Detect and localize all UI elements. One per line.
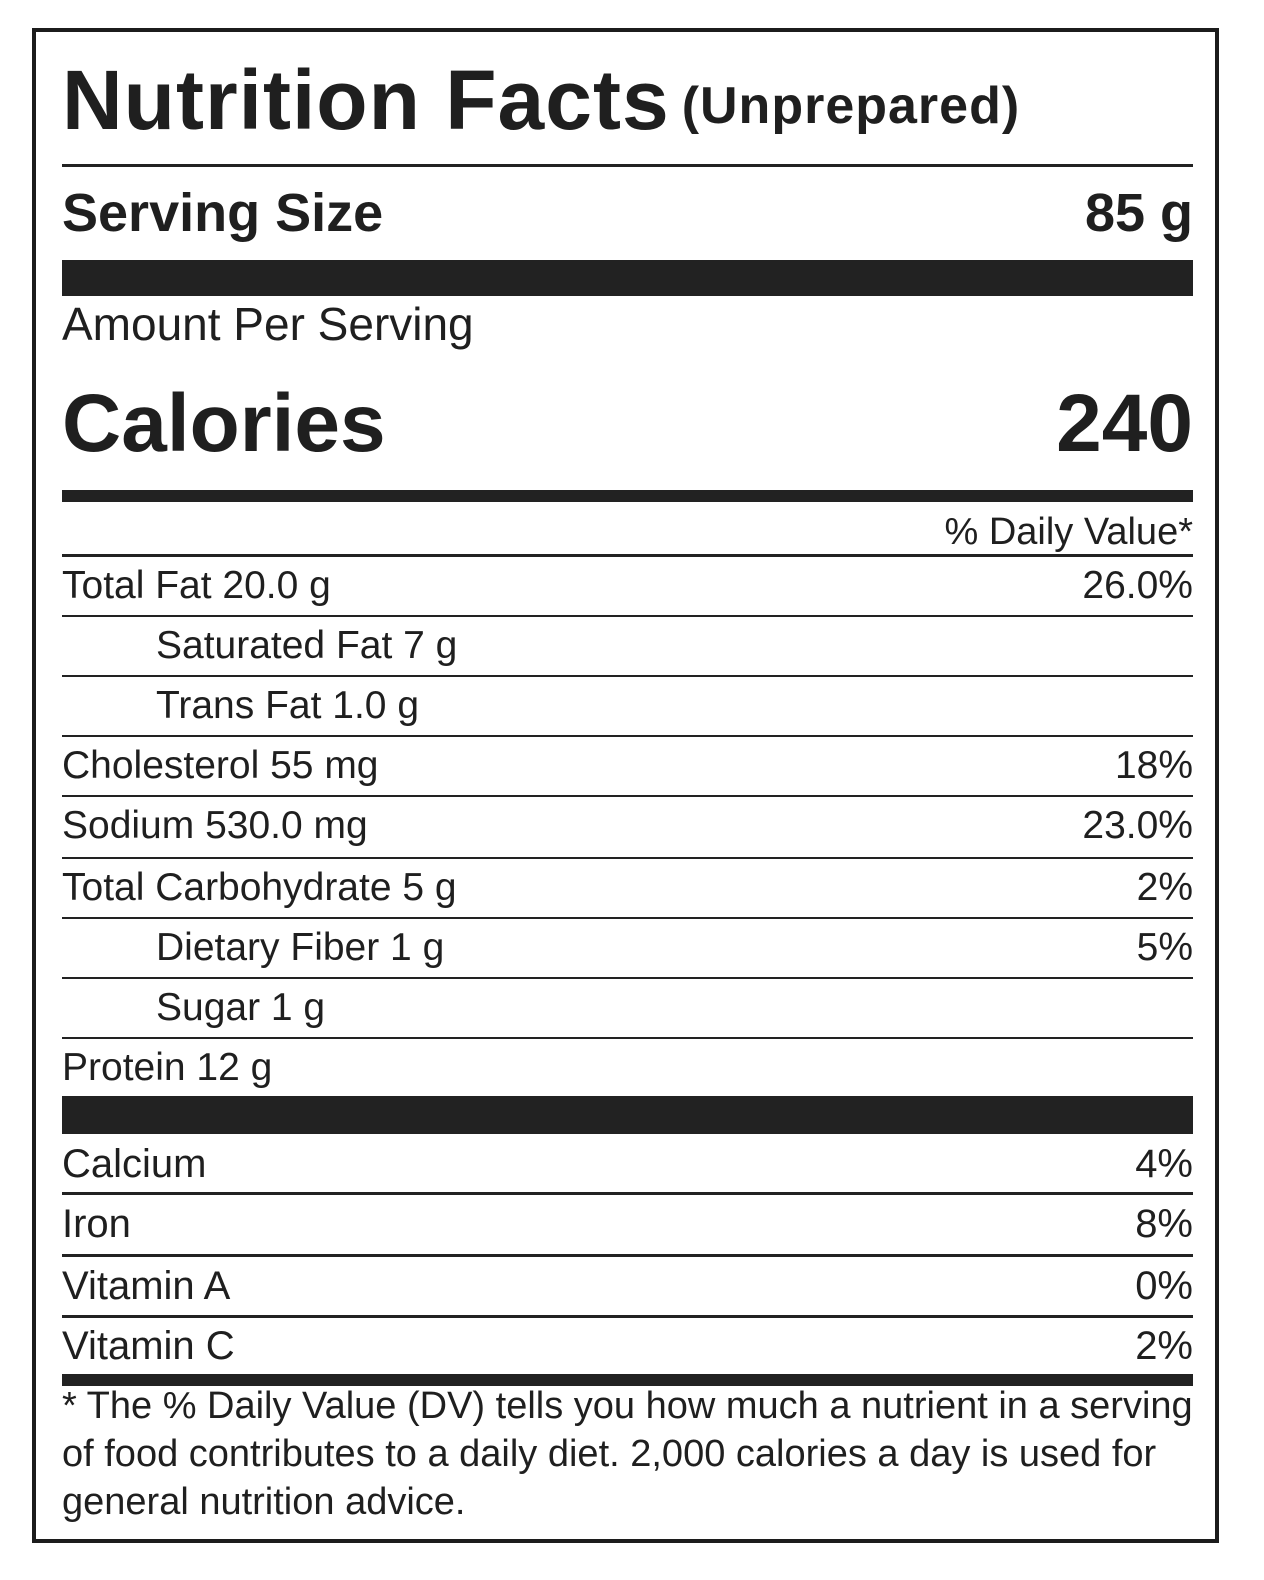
divider <box>62 675 1193 677</box>
nutrient-name: Total Carbohydrate 5 g <box>62 866 457 909</box>
serving-size-row: Serving Size 85 g <box>62 182 1193 244</box>
divider <box>62 857 1193 859</box>
label-content: Nutrition Facts (Unprepared) Serving Siz… <box>62 32 1193 1539</box>
nutrient-name: Sodium 530.0 mg <box>62 804 368 847</box>
nutrient-name: Sugar 1 g <box>156 986 326 1029</box>
vitamin-name: Calcium <box>62 1141 207 1186</box>
nutrient-row-protein: Protein 12 g <box>62 1039 1193 1097</box>
amount-per-serving: Amount Per Serving <box>62 298 1193 350</box>
nutrient-name: Protein 12 g <box>62 1046 273 1089</box>
vitamin-row-vitamin-c: Vitamin C 2% <box>62 1316 1193 1376</box>
medium-divider <box>62 1374 1193 1386</box>
nutrient-row-total-fat: Total Fat 20.0 g 26.0% <box>62 557 1193 615</box>
serving-size-value: 85 g <box>1084 183 1193 243</box>
nutrient-dv: 2% <box>1136 866 1193 909</box>
vitamin-name: Vitamin A <box>62 1263 231 1308</box>
nutrient-row-sodium: Sodium 530.0 mg 23.0% <box>62 797 1193 855</box>
vitamin-row-calcium: Calcium 4% <box>62 1134 1193 1194</box>
nutrient-dv: 26.0% <box>1082 564 1193 607</box>
divider <box>62 1037 1193 1039</box>
nutrient-row-trans-fat: Trans Fat 1.0 g <box>62 677 1193 735</box>
divider <box>62 164 1193 167</box>
nutrient-name: Total Fat 20.0 g <box>62 564 331 607</box>
nutrient-row-saturated-fat: Saturated Fat 7 g <box>62 617 1193 675</box>
nutrient-dv: 23.0% <box>1082 804 1193 847</box>
nutrition-facts-label: Nutrition Facts (Unprepared) Serving Siz… <box>32 28 1219 1543</box>
vitamin-dv: 4% <box>1135 1141 1193 1186</box>
serving-size-label: Serving Size <box>62 183 384 243</box>
divider <box>62 1192 1193 1195</box>
divider <box>62 615 1193 617</box>
vitamin-name: Vitamin C <box>62 1323 235 1368</box>
footnote: * The % Daily Value (DV) tells you how m… <box>62 1385 1193 1523</box>
daily-value-header: % Daily Value* <box>62 510 1193 554</box>
amount-per-serving-label: Amount Per Serving <box>62 298 474 350</box>
nutrient-dv: 18% <box>1114 744 1193 787</box>
divider <box>62 554 1193 557</box>
vitamin-row-iron: Iron 8% <box>62 1194 1193 1254</box>
thick-divider <box>62 1096 1193 1134</box>
label-subtitle: (Unprepared) <box>681 77 1021 135</box>
vitamin-dv: 0% <box>1135 1263 1193 1308</box>
nutrient-name: Cholesterol 55 mg <box>62 744 379 787</box>
calories-value: 240 <box>1056 378 1193 469</box>
vitamin-dv: 8% <box>1135 1201 1193 1246</box>
divider <box>62 795 1193 797</box>
nutrient-name: Dietary Fiber 1 g <box>156 926 445 969</box>
calories-label: Calories <box>62 378 386 469</box>
vitamin-row-vitamin-a: Vitamin A 0% <box>62 1256 1193 1316</box>
divider <box>62 1254 1193 1257</box>
divider <box>62 977 1193 979</box>
daily-value-header-text: % Daily Value* <box>944 510 1193 553</box>
nutrient-row-cholesterol: Cholesterol 55 mg 18% <box>62 737 1193 795</box>
nutrient-row-sugar: Sugar 1 g <box>62 979 1193 1037</box>
nutrient-name: Trans Fat 1.0 g <box>156 684 420 727</box>
calories-row: Calories 240 <box>62 378 1193 469</box>
label-title: Nutrition Facts <box>62 53 670 147</box>
thick-divider <box>62 260 1193 296</box>
divider <box>62 1315 1193 1318</box>
medium-divider <box>62 490 1193 502</box>
vitamin-dv: 2% <box>1135 1323 1193 1368</box>
nutrient-row-dietary-fiber: Dietary Fiber 1 g 5% <box>62 919 1193 977</box>
divider <box>62 735 1193 737</box>
nutrient-name: Saturated Fat 7 g <box>156 624 458 667</box>
divider <box>62 917 1193 919</box>
nutrient-dv: 5% <box>1136 926 1193 969</box>
title-row: Nutrition Facts (Unprepared) <box>62 54 1193 142</box>
vitamin-name: Iron <box>62 1201 131 1246</box>
nutrient-row-total-carbohydrate: Total Carbohydrate 5 g 2% <box>62 859 1193 917</box>
